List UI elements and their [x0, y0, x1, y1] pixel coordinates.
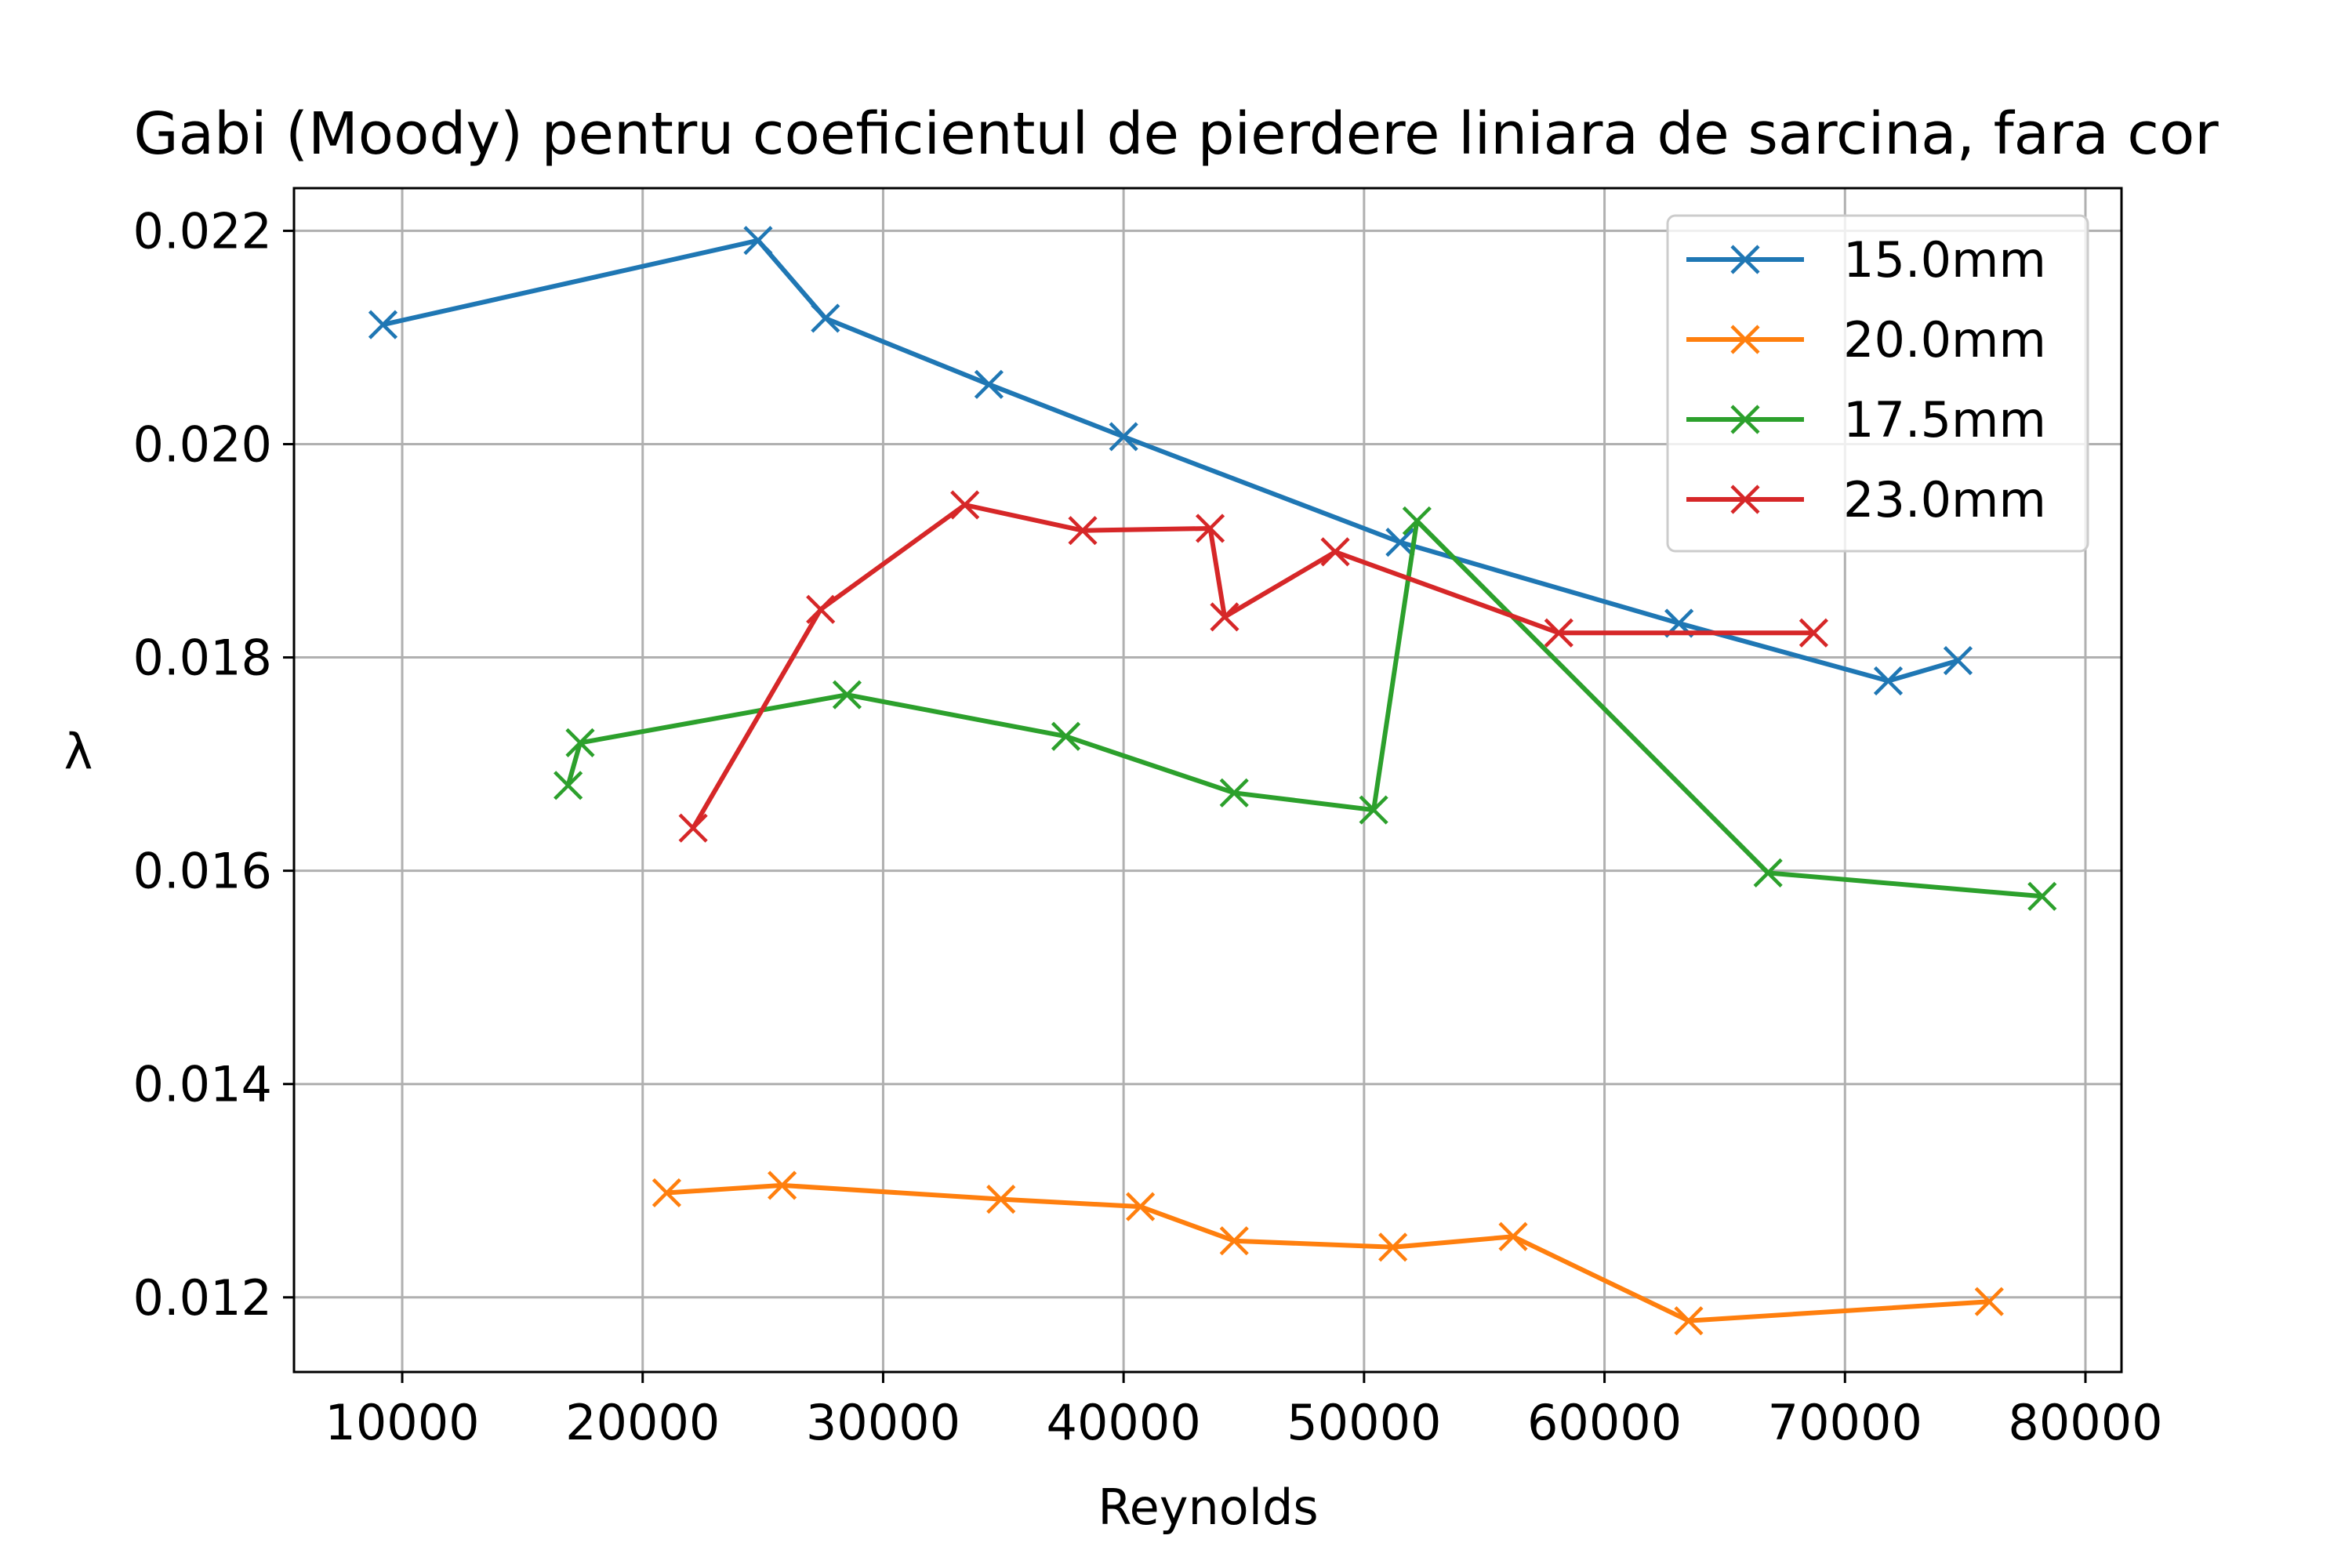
y-tick-label: 0.022	[133, 202, 273, 260]
legend-label: 17.5mm	[1843, 391, 2046, 448]
legend-marker	[1730, 405, 1760, 434]
data-point	[1873, 666, 1904, 696]
data-point	[1109, 422, 1138, 452]
data-point	[1385, 528, 1415, 557]
data-point	[1195, 514, 1225, 543]
data-point	[1068, 516, 1098, 546]
data-point	[1753, 858, 1783, 887]
y-tick-label: 0.016	[133, 843, 273, 900]
series-15.0mm	[368, 226, 1973, 696]
y-tick-label: 0.012	[133, 1269, 273, 1327]
legend-box	[1666, 214, 2089, 553]
data-point	[986, 1185, 1016, 1214]
data-point	[1402, 506, 1432, 536]
x-tick-label: 40000	[1047, 1394, 1201, 1451]
ticks: 10000 20000 30000 40000 50000 60000 70000 80000…	[133, 202, 2163, 1451]
data-point	[832, 680, 862, 710]
series-20.0mm	[652, 1171, 2004, 1336]
data-point	[1126, 1192, 1156, 1221]
data-point	[1320, 537, 1350, 567]
data-point	[368, 310, 398, 339]
data-point	[1798, 618, 1829, 648]
data-point	[806, 594, 836, 624]
x-tick-label: 60000	[1527, 1394, 1682, 1451]
legend-item-15.0mm: 15.0mm	[1686, 231, 2046, 289]
data-point	[1378, 1232, 1408, 1262]
y-tick-label: 0.014	[133, 1056, 273, 1113]
legend-item-17.5mm: 17.5mm	[1686, 391, 2046, 448]
y-axis-label: λ	[64, 723, 93, 780]
data-point	[1674, 1306, 1704, 1336]
y-tick-label: 0.018	[133, 630, 273, 687]
data-point	[1051, 721, 1081, 751]
data-point	[768, 1171, 797, 1200]
plot-series	[368, 226, 2057, 1336]
data-point	[678, 813, 708, 843]
legend-label: 20.0mm	[1843, 311, 2046, 368]
data-point	[950, 490, 980, 520]
data-point	[1974, 1287, 2004, 1316]
data-point	[974, 369, 1004, 399]
data-point	[1219, 1226, 1249, 1256]
legend-item-23.0mm: 23.0mm	[1686, 471, 2046, 528]
data-point	[554, 771, 583, 800]
data-point	[652, 1178, 681, 1208]
series-23.0mm	[678, 490, 1829, 843]
x-tick-label: 80000	[2008, 1394, 2162, 1451]
x-tick-label: 30000	[806, 1394, 960, 1451]
legend-marker	[1730, 325, 1760, 354]
data-point	[1943, 646, 1973, 676]
plot-frame	[292, 187, 2123, 1374]
legend-label: 15.0mm	[1843, 231, 2046, 289]
data-point	[1219, 778, 1249, 808]
legend-item-20.0mm: 20.0mm	[1686, 311, 2046, 368]
chart-title: Gabi (Moody) pentru coeficientul de pier…	[133, 100, 2219, 168]
data-point	[1210, 602, 1240, 632]
data-point	[2027, 881, 2057, 911]
data-point	[1359, 795, 1388, 825]
x-tick-label: 10000	[325, 1394, 479, 1451]
legend-marker	[1730, 485, 1760, 514]
x-tick-label: 20000	[565, 1394, 720, 1451]
data-point	[565, 728, 595, 757]
data-point	[1498, 1221, 1528, 1251]
x-axis-label: Reynolds	[1098, 1479, 1318, 1536]
legend: 15.0mm 20.0mm 17.5mm 23.0mm	[1666, 214, 2089, 553]
data-point	[743, 226, 773, 256]
y-tick-label: 0.020	[133, 416, 273, 473]
data-point	[1544, 618, 1573, 648]
data-point	[811, 303, 840, 333]
legend-marker	[1730, 245, 1760, 274]
series-17.5mm	[554, 506, 2057, 911]
x-tick-label: 70000	[1768, 1394, 1922, 1451]
x-tick-label: 50000	[1287, 1394, 1441, 1451]
legend-label: 23.0mm	[1843, 471, 2046, 528]
